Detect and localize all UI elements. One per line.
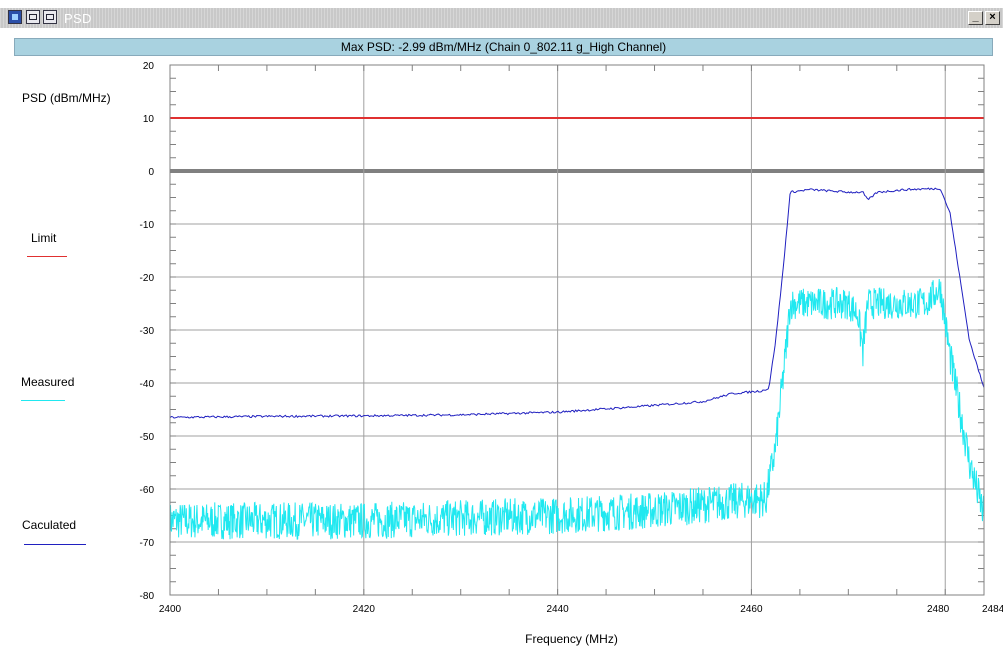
y-tick-label: -20 — [140, 273, 155, 284]
chart-tick-labels: 20 10 0 -10 -20 -30 -40 -50 -60 -70 -80 2400 2420 244… — [140, 61, 1003, 615]
chart-series — [169, 117, 985, 540]
x-tick-label: 2484 — [982, 604, 1003, 615]
plot-frame — [169, 64, 985, 596]
y-tick-label: 10 — [143, 114, 155, 125]
legend-caculated-label: Caculated — [22, 518, 77, 532]
legend-measured-swatch — [21, 400, 65, 401]
y-tick-label: -70 — [140, 538, 155, 549]
legend-limit-swatch — [27, 256, 67, 257]
x-axis-label: Frequency (MHz) — [525, 632, 618, 646]
x-tick-label: 2440 — [546, 604, 569, 615]
y-tick-label: -60 — [140, 485, 155, 496]
x-tick-label: 2480 — [927, 604, 950, 615]
y-tick-label: -50 — [140, 432, 155, 443]
close-button[interactable]: × — [985, 11, 1000, 25]
y-tick-label: -80 — [140, 591, 155, 602]
minimize-button[interactable]: _ — [968, 11, 983, 25]
app-icon[interactable] — [8, 10, 22, 24]
x-tick-label: 2400 — [159, 604, 182, 615]
legend-caculated-swatch — [24, 544, 86, 545]
x-tick-label: 2420 — [353, 604, 376, 615]
series-caculated-line — [169, 187, 985, 419]
window-title: PSD — [64, 11, 92, 26]
y-tick-label: -40 — [140, 379, 155, 390]
restore-icon[interactable] — [43, 10, 57, 24]
legend-measured-label: Measured — [21, 375, 75, 389]
chart-subtitle: Max PSD: -2.99 dBm/MHz (Chain 0_802.11 g… — [14, 38, 993, 56]
x-tick-label: 2460 — [740, 604, 763, 615]
window-icon[interactable] — [26, 10, 40, 24]
y-axis-label: PSD (dBm/MHz) — [22, 91, 111, 105]
title-bar[interactable]: PSD _ × — [0, 8, 1003, 28]
series-measured-line — [169, 279, 985, 540]
y-tick-label: -10 — [140, 220, 155, 231]
legend-limit-label: Limit — [31, 231, 57, 245]
chart-ticks — [169, 64, 984, 596]
y-tick-label: -30 — [140, 326, 155, 337]
y-tick-label: 0 — [148, 167, 154, 178]
y-tick-label: 20 — [143, 61, 155, 72]
